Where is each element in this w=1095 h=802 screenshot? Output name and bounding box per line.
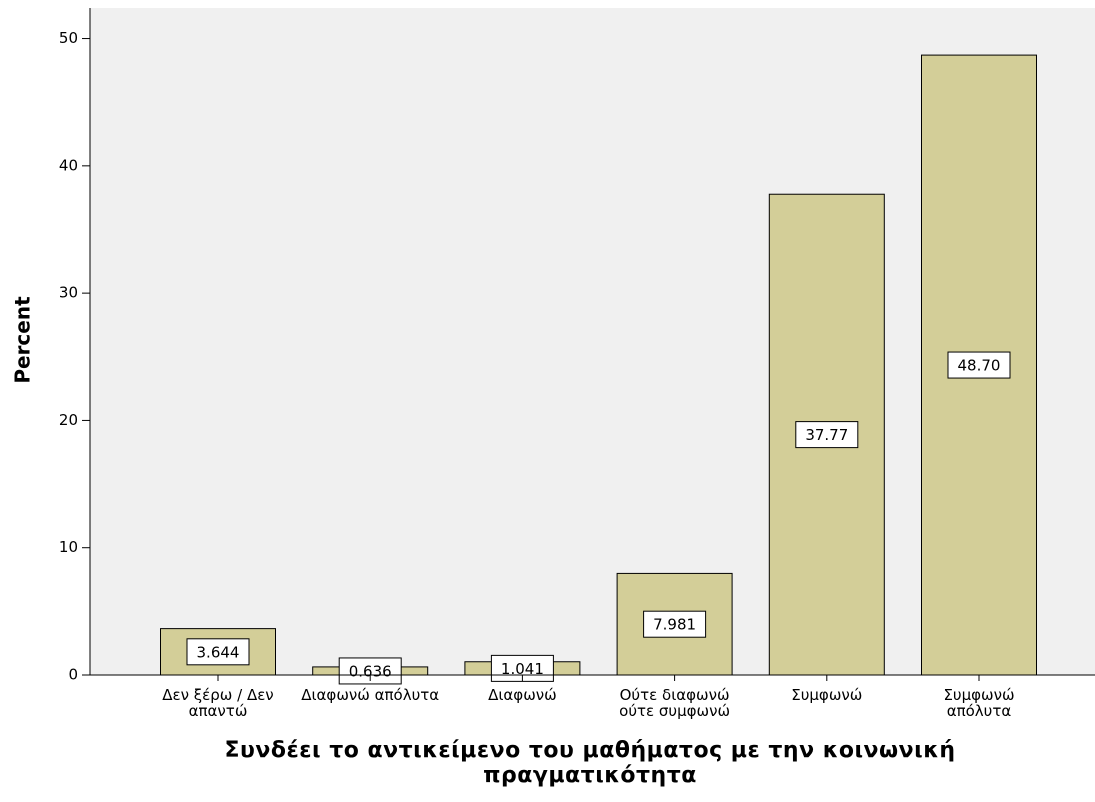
value-label: 3.644 [197,643,240,661]
y-tick-label: 30 [59,284,78,302]
x-tick-label: Διαφωνώ [488,686,557,704]
x-tick-label: Συμφωνώ [791,686,863,704]
value-label: 0.636 [349,662,392,680]
y-tick-label: 50 [59,29,78,47]
value-label-box [643,610,707,638]
value-label-box [186,638,250,666]
value-label-box [338,657,402,685]
x-axis-label: Συνδέει το αντικείμενο του μαθήματος με … [224,738,956,788]
x-tick-label: Διαφωνώ απόλυτα [301,686,440,704]
y-axis-label: Percent [11,296,35,384]
value-label: 1.041 [501,660,544,678]
value-label-box [795,421,859,449]
value-label: 37.77 [805,426,848,444]
value-label: 7.981 [653,616,696,634]
value-label-box [947,351,1011,379]
y-tick-label: 20 [59,411,78,429]
value-label: 48.70 [958,357,1001,375]
x-tick-label: Συμφωνώ απόλυτα [943,686,1015,720]
y-tick-label: 0 [68,666,78,684]
x-tick-label: Ούτε διαφωνώ ούτε συμφωνώ [619,686,731,720]
x-tick-label: Δεν ξέρω / Δεν απαντώ [162,686,274,720]
y-tick-label: 10 [59,538,78,556]
y-tick-label: 40 [59,156,78,174]
bar [160,628,276,676]
